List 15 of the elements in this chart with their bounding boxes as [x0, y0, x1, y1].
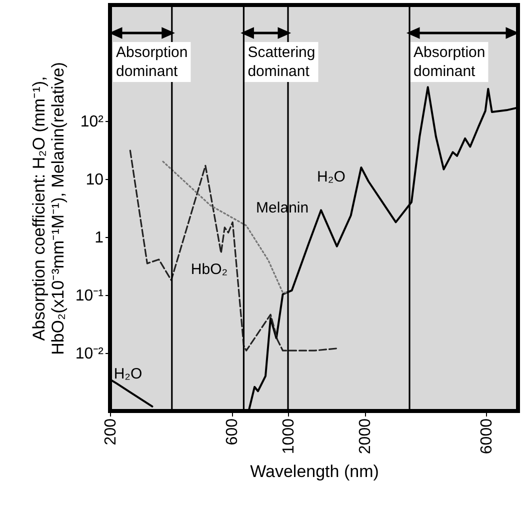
x-axis-title: Wavelength (nm) — [250, 462, 379, 482]
series-label: H₂O — [114, 365, 142, 382]
x-tick-label: 2000 — [357, 418, 374, 454]
y-tick-label: 1 — [94, 230, 104, 246]
annotation: H₂O — [317, 168, 346, 186]
x-tick-label: 600 — [224, 418, 242, 446]
y-tick-label: 10⁻¹ — [75, 288, 104, 304]
y-axis-title: Absorption coefficient: H₂O (mm⁻¹), HbO₂(x10⁻³mm⁻¹M⁻¹), Melanin(relative) — [29, 62, 68, 355]
x-tick-label: 1000 — [280, 418, 298, 454]
y-tick-label: 10² — [80, 114, 104, 130]
y-tick-label: 10⁻² — [75, 346, 104, 362]
y-tick-label: 10 — [86, 172, 104, 188]
series-label: HbO₂ — [190, 261, 228, 278]
x-tick-label: 6000 — [478, 418, 496, 454]
x-tick-label: 200 — [102, 418, 120, 446]
